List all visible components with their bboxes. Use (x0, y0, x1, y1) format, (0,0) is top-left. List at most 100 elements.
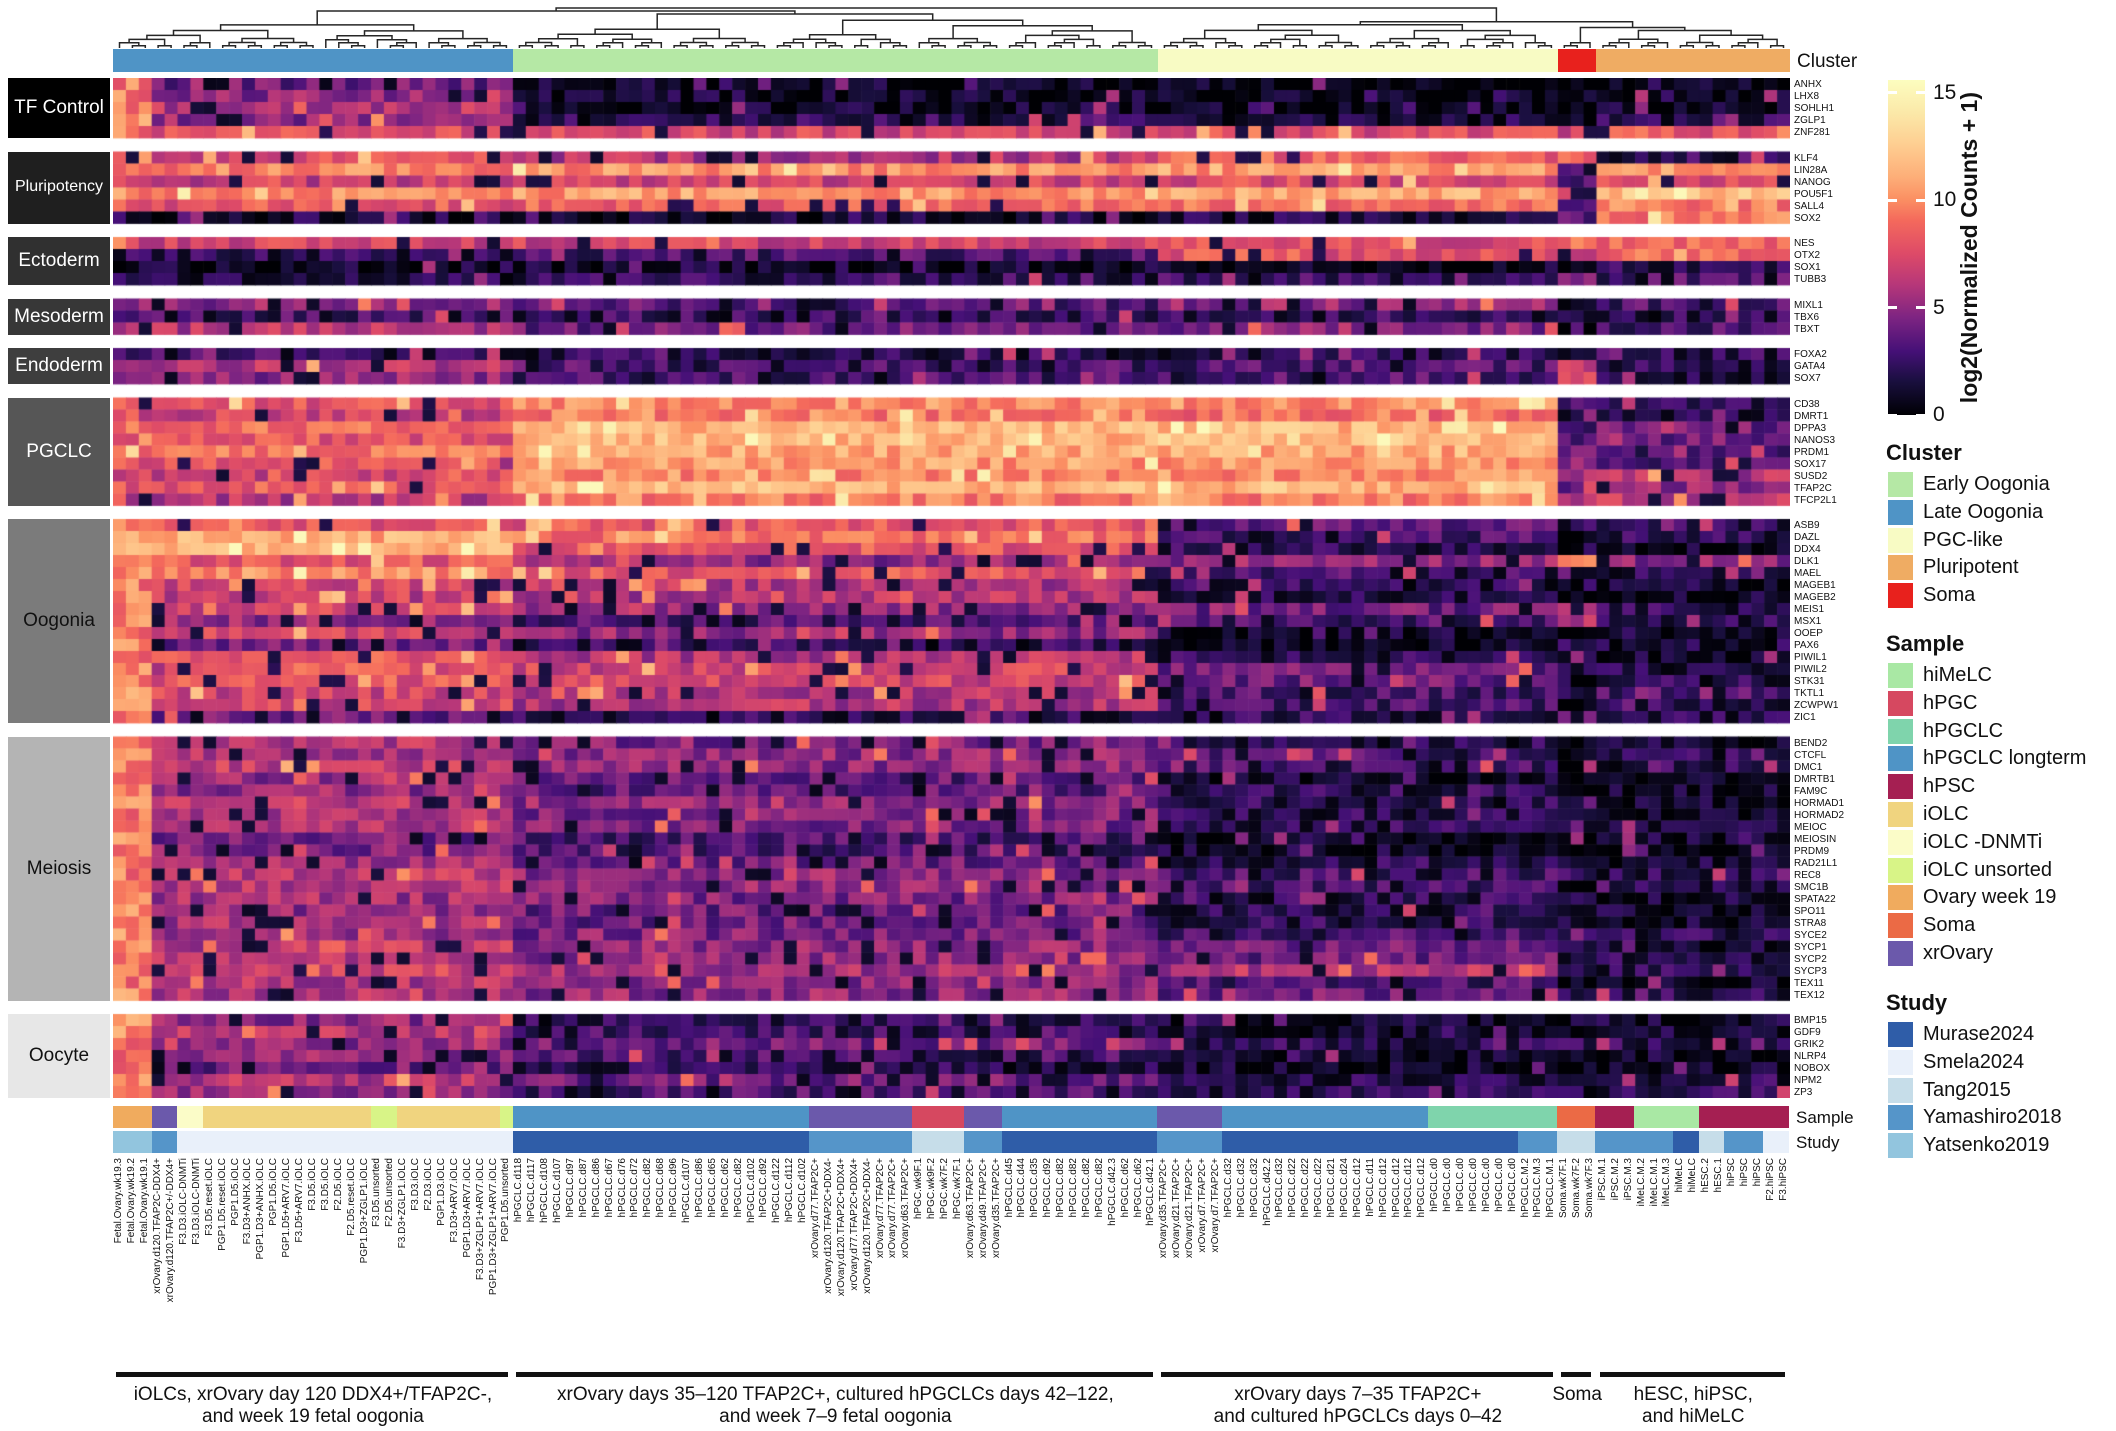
legend-swatch (1888, 690, 1913, 716)
column-label: F3.D5+ARV7.iOLC (294, 1158, 306, 1243)
sample-bar-cell (1376, 1106, 1390, 1128)
column-label: hPGCLC.d12 (1416, 1158, 1428, 1218)
study-bar-cell (512, 1131, 526, 1153)
legend-swatch (1888, 583, 1913, 609)
sample-bar-cell (1582, 1106, 1596, 1128)
sample-bar-cell (357, 1106, 371, 1128)
column-label: Soma.wk7F.2 (1571, 1158, 1583, 1219)
sample-bar-cell (860, 1106, 874, 1128)
sample-bar-cell (1402, 1106, 1415, 1128)
sample-bar-cell (538, 1106, 552, 1128)
column-label: xrOvary.d63.TFAP2C+ (964, 1158, 976, 1259)
column-label: xrOvary.d120.TFAP2C+/-DDX4+ (165, 1158, 177, 1303)
gene-label: MAGEB1 (1794, 580, 1836, 591)
study-bar-cell (1608, 1131, 1622, 1153)
sample-bar-cell (963, 1106, 977, 1128)
study-bar-cell (125, 1131, 139, 1153)
study-bar-cell (1092, 1131, 1106, 1153)
row-group-label-mesoderm: Mesoderm (8, 298, 110, 335)
column-label: hPGCLC.d117 (526, 1158, 538, 1223)
column-label: F2.D5.reset.iOLC (345, 1158, 357, 1236)
sample-bar-cell (332, 1106, 346, 1128)
column-label: hPGCLC.d86 (693, 1158, 705, 1218)
sample-bar-cell (1389, 1106, 1403, 1128)
study-bar-cell (1724, 1131, 1738, 1153)
legend-swatch (1888, 527, 1913, 553)
sample-bar-cell (1247, 1106, 1261, 1128)
sample-bar-cell (164, 1106, 178, 1128)
sample-bar-cell (512, 1106, 526, 1128)
column-label: hiPSC (1751, 1158, 1763, 1187)
gene-label: MEIS1 (1794, 604, 1825, 615)
gene-label: ZP3 (1794, 1087, 1813, 1098)
group-underline (1160, 1372, 1553, 1377)
column-label: hPGCLC.d0 (1429, 1158, 1441, 1212)
study-bar-cell (1659, 1131, 1673, 1153)
study-bar-cell (912, 1131, 926, 1153)
column-label: Fetal.Ovary.wk19.1 (139, 1158, 151, 1244)
colorbar-tick (1888, 91, 1897, 95)
sample-bar-cell (177, 1106, 191, 1128)
study-bar-cell (177, 1131, 191, 1153)
study-annotation-bar (113, 1131, 1789, 1153)
study-bar-cell (1337, 1131, 1351, 1153)
sample-bar-cell (1698, 1106, 1712, 1128)
sample-bar-cell (1260, 1106, 1274, 1128)
sample-bar-cell (1672, 1106, 1686, 1128)
study-bar-cell (1750, 1131, 1763, 1153)
column-label: iMeLC.M.3 (1661, 1158, 1673, 1207)
study-bar-cell (615, 1131, 629, 1153)
column-label: xrOvary.d21.TFAP2C+ (1171, 1158, 1183, 1259)
study-bar-cell (1582, 1131, 1596, 1153)
gene-label: MAGEB2 (1794, 592, 1836, 603)
sample-bar-cell (680, 1106, 694, 1128)
colorbar-tick (1916, 306, 1925, 310)
column-label: hPGCLC.d45 (1003, 1158, 1015, 1218)
column-label: PGP1.D5.unsorted (500, 1158, 512, 1242)
study-bar-cell (241, 1131, 255, 1153)
sample-bar-cell (1273, 1106, 1287, 1128)
gene-label: LHX8 (1794, 91, 1820, 102)
gene-label: DMRT1 (1794, 410, 1829, 422)
column-label: hPGCLC.d82 (1093, 1158, 1105, 1218)
study-bar-cell (1260, 1131, 1274, 1153)
column-label: F3.D5.reset.iOLC (203, 1158, 215, 1236)
column-label: hPGCLC.d82 (1055, 1158, 1067, 1218)
column-label: hPGCLC.d22 (1313, 1158, 1325, 1218)
study-bar-cell (435, 1131, 449, 1153)
study-bar-cell (834, 1131, 848, 1153)
gene-label: SYCE2 (1794, 929, 1827, 941)
legend-swatch (1888, 885, 1913, 911)
gene-label: GRIK2 (1794, 1039, 1825, 1050)
column-label: hESC.1 (1713, 1158, 1725, 1193)
study-bar-cell (705, 1131, 719, 1153)
column-label: xrOvary.d120.TFAP2C-DDX4+ (152, 1158, 164, 1294)
gene-label: SYCP2 (1794, 953, 1827, 965)
legend-label: Late Oogonia (1923, 500, 2044, 523)
group-label: Soma (1552, 1384, 1602, 1405)
sample-bar-cell (847, 1106, 861, 1128)
column-label: hPGCLC.M.1 (1545, 1158, 1557, 1218)
sample-bar-cell (1595, 1106, 1609, 1128)
column-label: Soma.wk7F.1 (1558, 1158, 1570, 1219)
gene-label: ZGLP1 (1794, 115, 1826, 126)
sample-bar-cell (731, 1106, 745, 1128)
sample-bar-cell (138, 1106, 152, 1128)
column-label: xrOvary.d49.TFAP2C+ (977, 1158, 989, 1259)
column-label: F2.D5.unsorted (384, 1158, 396, 1227)
sample-bar-cell (267, 1106, 281, 1128)
sample-bar-cell (976, 1106, 990, 1128)
study-bar-cell (422, 1131, 436, 1153)
legend-label: hPSC (1923, 775, 1976, 798)
row-group-label-pluripotency: Pluripotency (8, 151, 110, 224)
study-bar-cell (821, 1131, 835, 1153)
sample-bar-cell (602, 1106, 616, 1128)
gene-label: NPM2 (1794, 1075, 1822, 1086)
study-bar-cell (1427, 1131, 1441, 1153)
gene-label: SALL4 (1794, 200, 1825, 212)
sample-bar-cell (319, 1106, 333, 1128)
legend-label: Soma (1923, 584, 1976, 607)
sample-bar-cell (693, 1106, 706, 1128)
cluster-bar-segment (113, 49, 513, 72)
